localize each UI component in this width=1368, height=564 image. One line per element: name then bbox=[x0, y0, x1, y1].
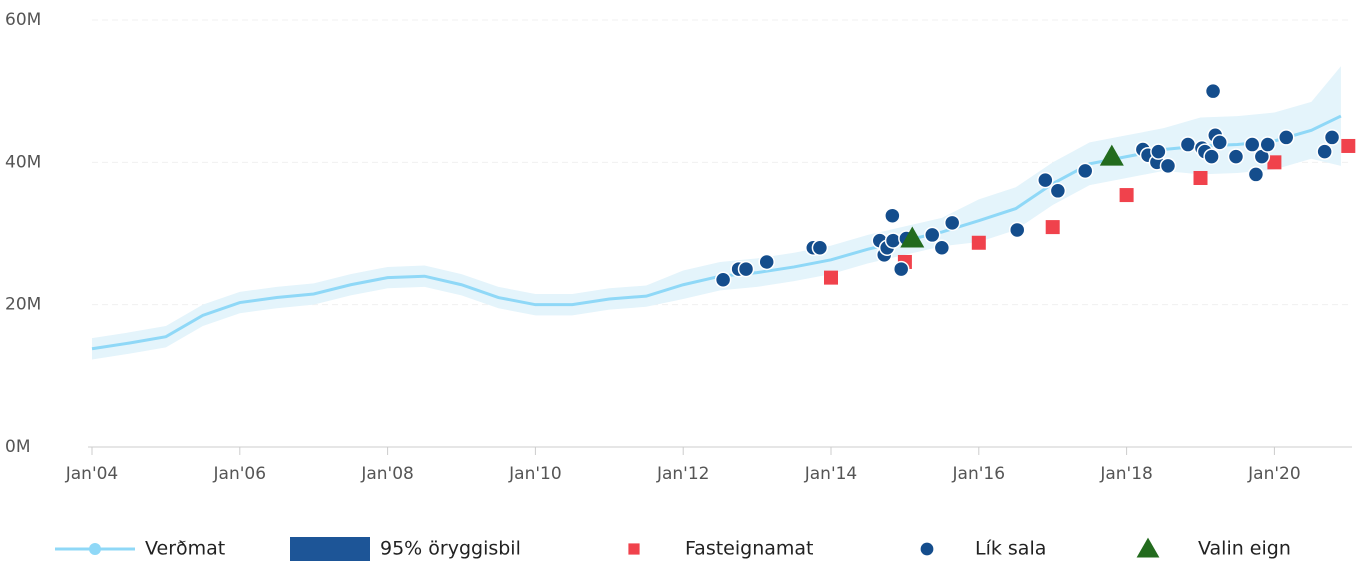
circle-marker bbox=[1204, 82, 1222, 100]
legend-dot bbox=[89, 543, 101, 555]
confidence-band bbox=[92, 66, 1341, 360]
circle-marker bbox=[923, 226, 941, 244]
y-tick-label: 40M bbox=[5, 152, 41, 172]
square-marker bbox=[824, 270, 839, 285]
triangle-marker bbox=[1136, 537, 1160, 558]
legend-label: Verðmat bbox=[145, 538, 225, 560]
x-tick-label: Jan'04 bbox=[65, 464, 119, 484]
circle-marker bbox=[884, 232, 902, 249]
circle-marker bbox=[1150, 143, 1167, 160]
circle-marker bbox=[1008, 221, 1026, 239]
circle-marker bbox=[811, 239, 829, 256]
x-tick-label: Jan'06 bbox=[213, 464, 267, 484]
x-tick-label: Jan'14 bbox=[804, 464, 858, 484]
circle-marker bbox=[1259, 136, 1277, 153]
legend-band bbox=[290, 537, 370, 561]
x-tick-label: Jan'08 bbox=[360, 464, 414, 484]
circle-marker bbox=[1159, 157, 1177, 175]
circle-marker bbox=[1227, 148, 1245, 165]
circle-marker bbox=[943, 214, 961, 232]
circle-marker bbox=[1037, 171, 1054, 189]
square-marker bbox=[1341, 138, 1356, 153]
circle-marker bbox=[1316, 143, 1333, 160]
x-tick-label: Jan'18 bbox=[1099, 464, 1153, 484]
circle-marker bbox=[933, 239, 951, 256]
y-tick-label: 0M bbox=[5, 437, 30, 457]
circle-marker bbox=[758, 253, 775, 271]
square-marker bbox=[1045, 220, 1060, 235]
circle-marker bbox=[1247, 166, 1265, 183]
circle-marker bbox=[714, 271, 732, 289]
square-marker bbox=[1119, 188, 1134, 203]
square-marker bbox=[971, 235, 986, 250]
circle-marker bbox=[1211, 134, 1228, 151]
x-tick-label: Jan'20 bbox=[1247, 464, 1301, 484]
x-tick-label: Jan'12 bbox=[656, 464, 710, 484]
square-marker bbox=[1193, 170, 1208, 185]
circle-marker bbox=[1076, 162, 1094, 180]
legend-label: 95% öryggisbil bbox=[380, 538, 521, 560]
circle-marker bbox=[1277, 129, 1295, 146]
circle-marker bbox=[1323, 129, 1341, 146]
y-tick-label: 20M bbox=[5, 295, 41, 315]
x-tick-label: Jan'16 bbox=[952, 464, 1006, 484]
circle-marker bbox=[1203, 148, 1220, 165]
triangle-marker bbox=[1099, 144, 1124, 166]
circle-marker bbox=[884, 207, 901, 224]
legend: Verðmat 95% öryggisbil Fasteignamat Lík sal… bbox=[55, 537, 1291, 561]
square-marker bbox=[1267, 155, 1282, 170]
triangle-marker bbox=[900, 226, 925, 248]
legend-label: Valin eign bbox=[1198, 538, 1291, 560]
x-tick-label: Jan'10 bbox=[508, 464, 562, 484]
circle-marker bbox=[737, 260, 755, 278]
square-marker bbox=[628, 543, 640, 555]
circle-marker bbox=[919, 541, 935, 557]
circle-marker bbox=[892, 260, 910, 278]
legend-label: Fasteignamat bbox=[685, 538, 814, 560]
circle-marker bbox=[1179, 136, 1197, 153]
y-tick-label: 60M bbox=[5, 10, 41, 30]
circle-marker bbox=[1049, 182, 1067, 200]
legend-label: Lík sala bbox=[975, 538, 1046, 560]
